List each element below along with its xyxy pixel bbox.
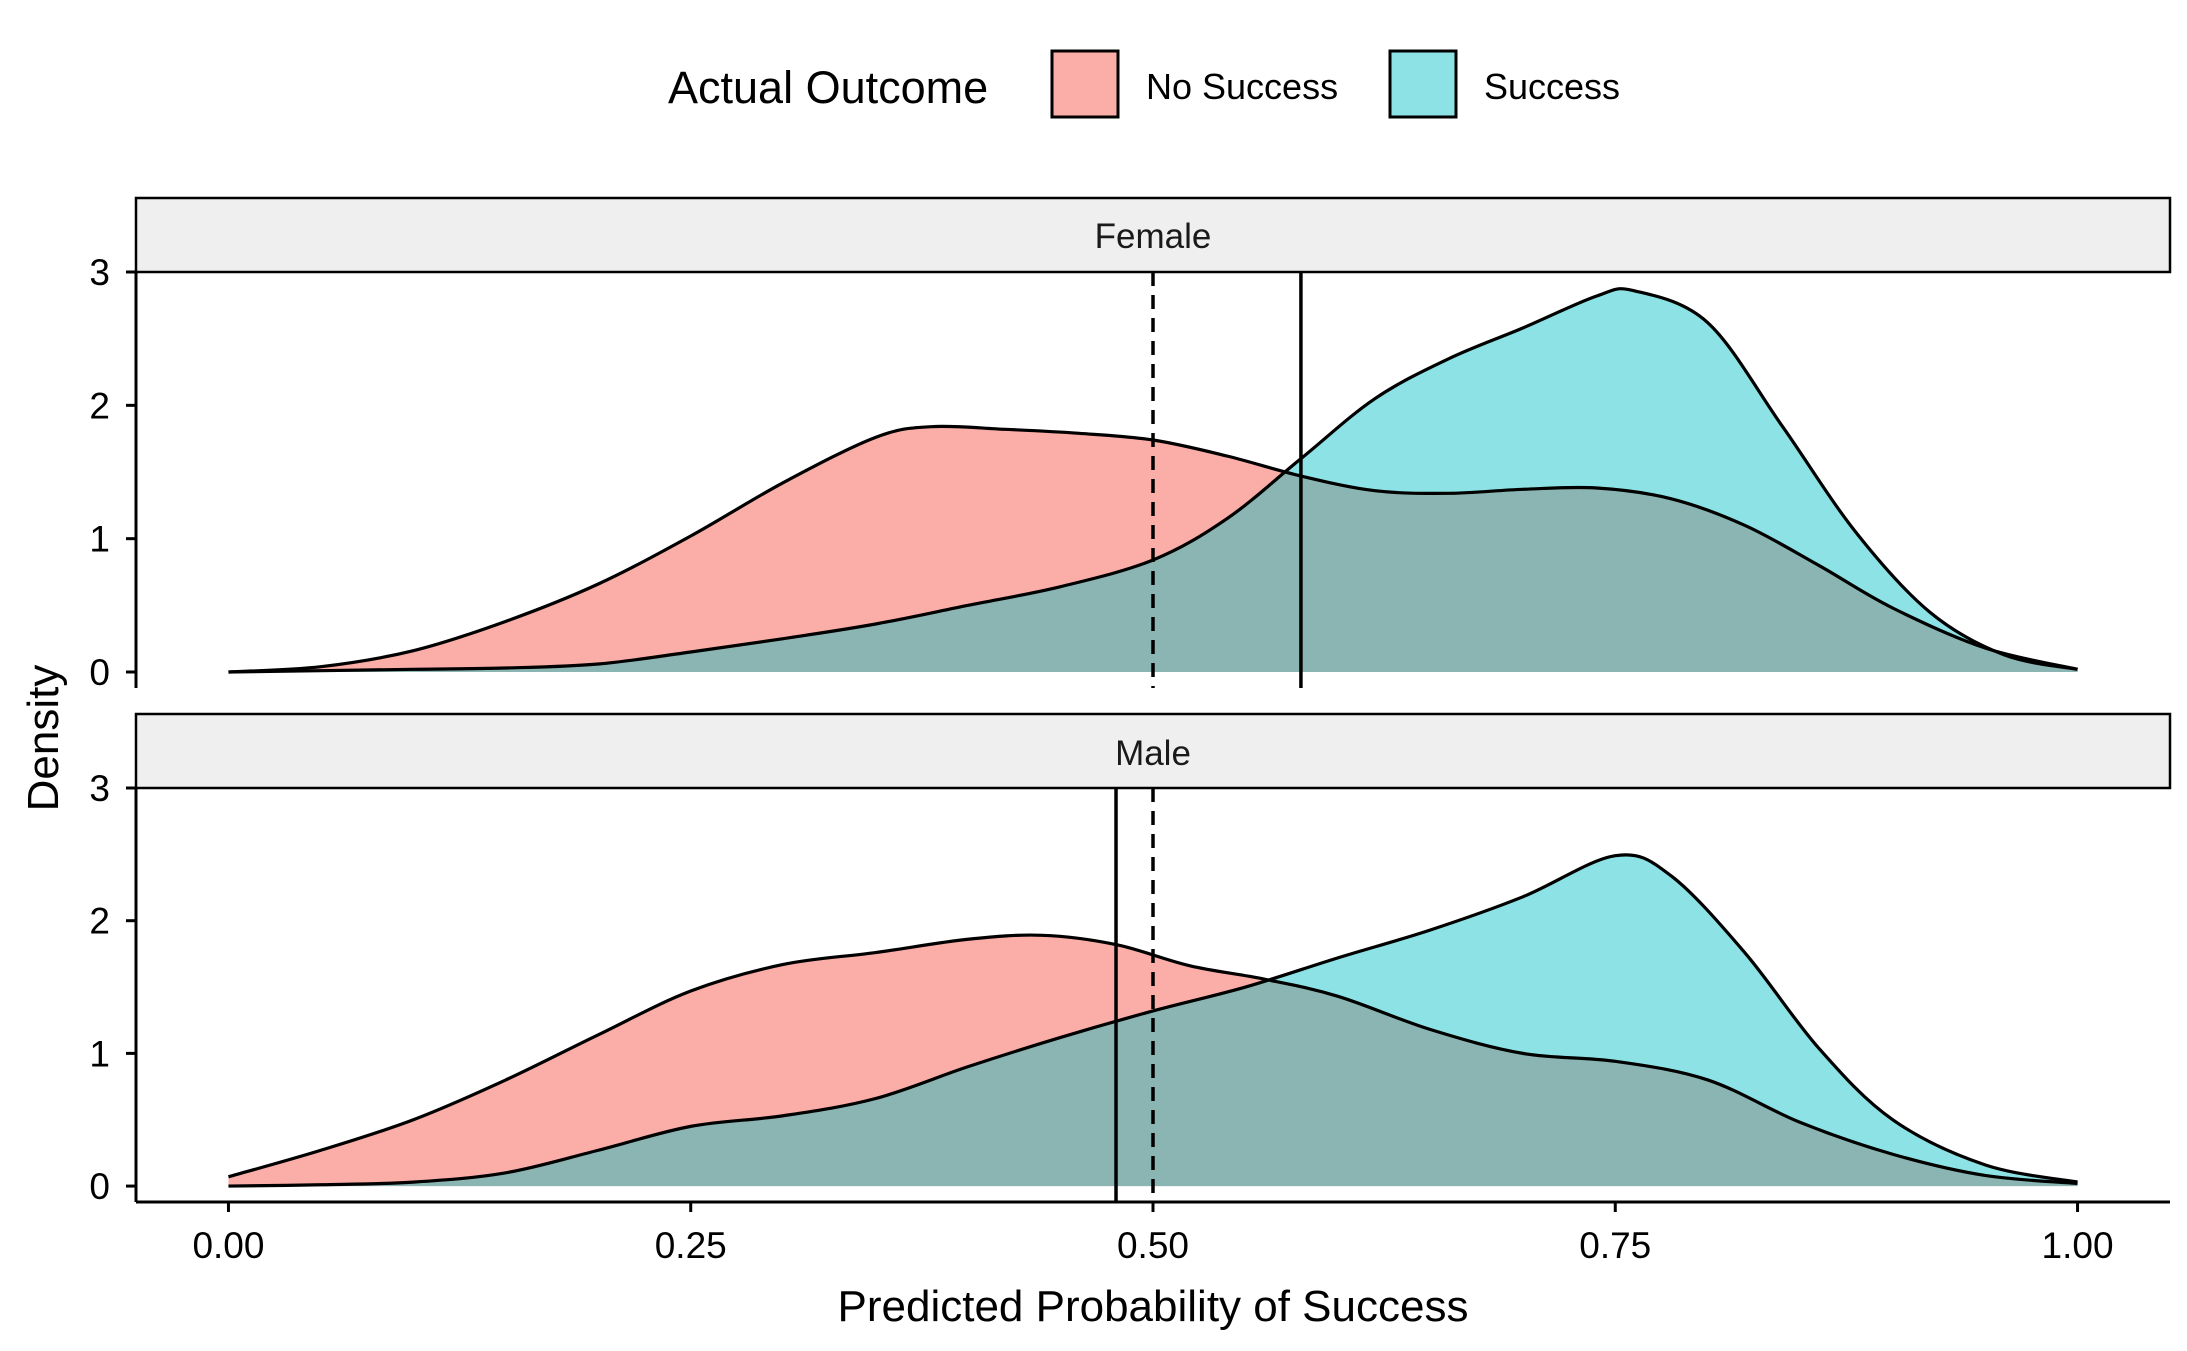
strip-female [134, 196, 2172, 274]
legend-key-success [1388, 49, 1458, 119]
y-tick-label-male-1: 1 [89, 1033, 110, 1074]
y-tick-label-female-2: 2 [89, 385, 110, 426]
y-axis-ticks: 0 1 2 3 0 1 2 3 [89, 252, 136, 1207]
density-area-no-success-male [228, 935, 2078, 1187]
y-tick-label-female-3: 3 [89, 252, 110, 293]
y-tick-label-male-0: 0 [89, 1166, 110, 1207]
legend-key-no-success [1050, 49, 1120, 119]
density-area-success-female [228, 288, 2078, 672]
density-line-no-success-male [228, 933, 2078, 1186]
strip-label-male: Male [1115, 734, 1191, 773]
y-tick-label-female-1: 1 [89, 519, 110, 560]
legend-label-no-success: No Success [1146, 66, 1338, 107]
legend: Actual Outcome No Success Success [668, 49, 1620, 119]
density-line-success-female [228, 287, 2078, 674]
strip-male [134, 712, 2172, 790]
panel-male: Male [134, 712, 2172, 1202]
legend-title: Actual Outcome [668, 62, 988, 113]
x-tick-label-3: 0.75 [1579, 1225, 1651, 1266]
x-tick-label-1: 0.25 [655, 1225, 727, 1266]
density-layer-male [228, 788, 2078, 1202]
y-tick-label-male-3: 3 [89, 768, 110, 809]
density-line-no-success-female [228, 424, 2078, 674]
strip-label-female: Female [1095, 217, 1212, 256]
x-tick-label-0: 0.00 [192, 1225, 264, 1266]
x-axis-title: Predicted Probability of Success [838, 1282, 1469, 1331]
x-axis-ticks: 0.00 0.25 0.50 0.75 1.00 [192, 1202, 2114, 1266]
x-tick-label-4: 1.00 [2042, 1225, 2114, 1266]
legend-label-success: Success [1484, 66, 1620, 107]
x-tick-label-2: 0.50 [1117, 1225, 1189, 1266]
y-axis-title: Density [19, 665, 68, 812]
panel-female: Female [134, 196, 2172, 688]
density-layer-female [228, 272, 2078, 688]
y-tick-label-male-2: 2 [89, 901, 110, 942]
y-tick-label-female-0: 0 [89, 652, 110, 693]
density-line-success-male [228, 853, 2078, 1188]
